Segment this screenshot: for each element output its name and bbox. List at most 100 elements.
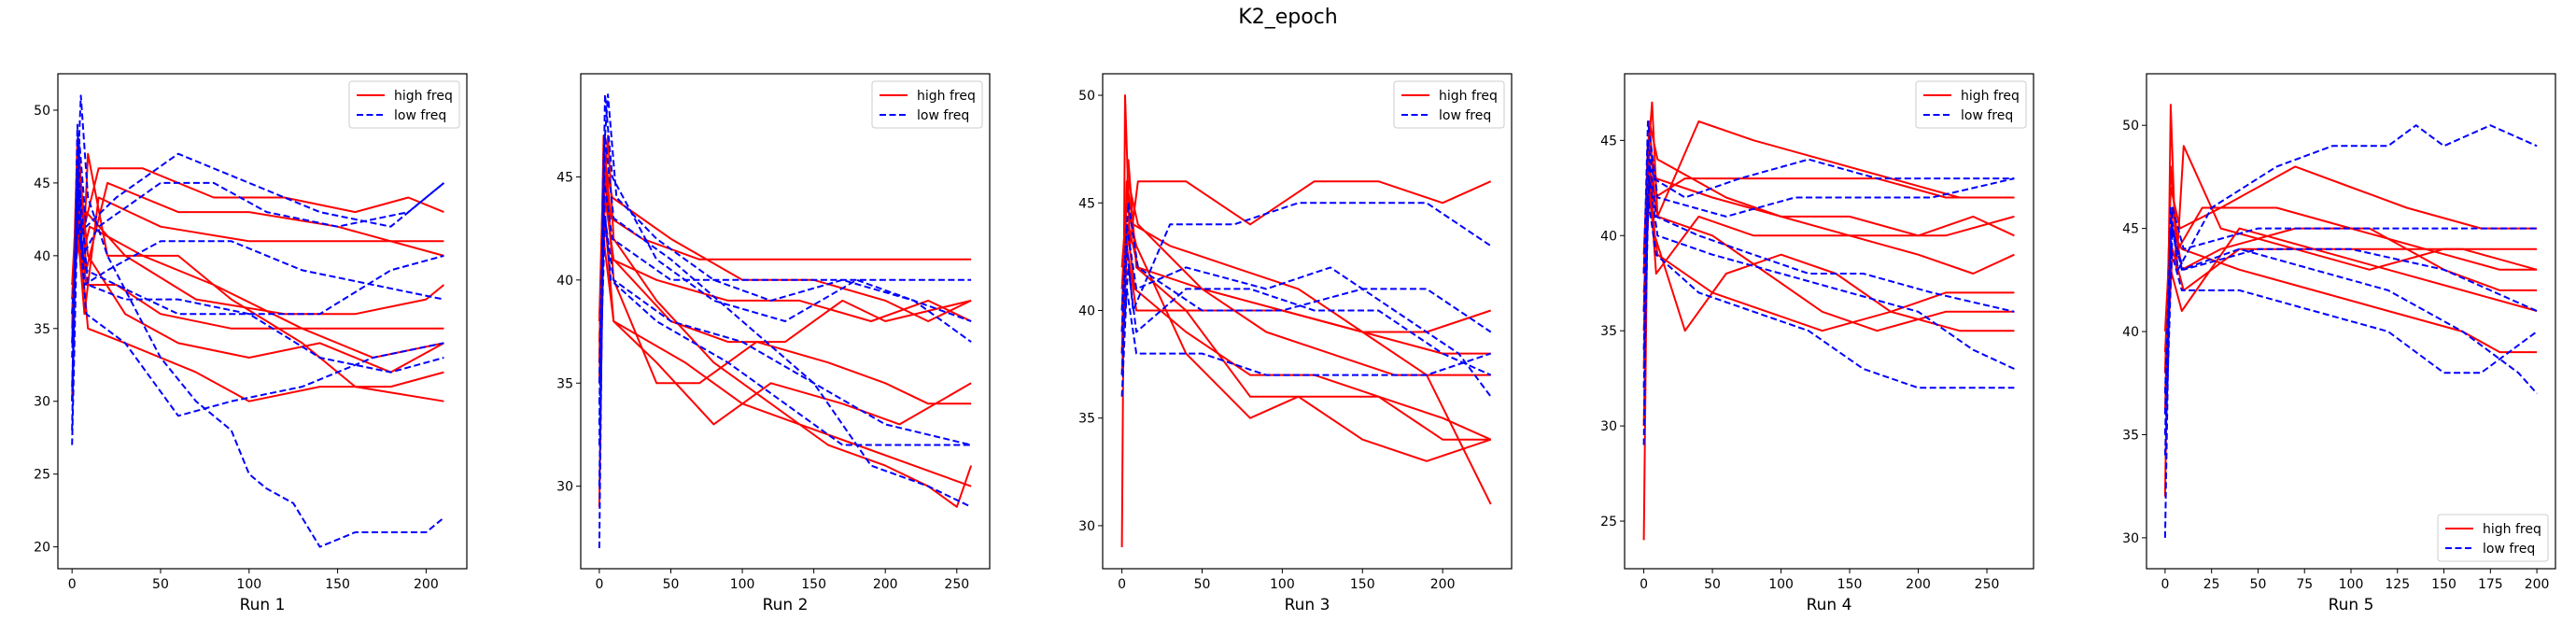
high-freq-line-7 bbox=[2163, 227, 2538, 374]
low-freq-line-11 bbox=[2163, 206, 2538, 415]
legend: high freq low freq bbox=[1393, 80, 1505, 129]
high-freq-legend-label: high freq bbox=[917, 89, 976, 104]
high-freq-line-4 bbox=[598, 134, 972, 405]
high-freq-line-2 bbox=[1120, 180, 1492, 505]
high-freq-line-5 bbox=[71, 152, 444, 286]
x-tick-label: 75 bbox=[2296, 577, 2313, 592]
low-freq-line-11 bbox=[1120, 223, 1492, 398]
x-tick-label: 0 bbox=[2161, 577, 2169, 592]
high-freq-line-5 bbox=[1120, 202, 1492, 462]
axes-frame bbox=[57, 73, 468, 570]
low-freq-line-11 bbox=[598, 196, 972, 446]
series-group bbox=[598, 93, 973, 548]
low-freq-line-13 bbox=[1642, 120, 2015, 275]
high-freq-line-3 bbox=[2163, 165, 2538, 374]
low-freq-line-12 bbox=[598, 134, 972, 508]
y-tick-label: 30 bbox=[1600, 419, 1617, 434]
y-tick-label: 30 bbox=[556, 480, 573, 495]
x-tick-label: 200 bbox=[873, 577, 898, 592]
subplot-4: 0 50 100 150 200 250 25 30 35 40 45 Run 4 high freq l… bbox=[1600, 73, 2034, 614]
low-freq-line-11 bbox=[71, 123, 445, 430]
low-freq-line-9 bbox=[598, 93, 972, 548]
high-freq-line-2 bbox=[71, 181, 444, 359]
axes-frame bbox=[580, 73, 991, 570]
x-tick-label: 0 bbox=[68, 577, 77, 592]
low-freq-line-10 bbox=[1642, 158, 2015, 388]
subplot-3: 0 50 100 150 200 30 35 40 45 50 Run 3 high freq low … bbox=[1078, 73, 1513, 614]
y-tick-label: 35 bbox=[2122, 428, 2139, 443]
series-group bbox=[1642, 101, 2015, 541]
legend: high freq low freq bbox=[2437, 514, 2549, 562]
x-tick-label: 25 bbox=[2203, 577, 2220, 592]
x-tick-label: 150 bbox=[1837, 577, 1863, 592]
low-freq-line-13 bbox=[598, 176, 972, 384]
y-tick-label: 40 bbox=[556, 274, 573, 289]
low-freq-line-12 bbox=[71, 167, 444, 359]
low-freq-line-13 bbox=[71, 138, 445, 445]
x-tick-label: 100 bbox=[730, 577, 755, 592]
x-tick-label: 100 bbox=[236, 577, 261, 592]
high-freq-line-7 bbox=[71, 167, 444, 374]
x-tick-label: 50 bbox=[663, 577, 680, 592]
axes-frame bbox=[2146, 73, 2556, 570]
low-freq-line-14 bbox=[598, 217, 972, 446]
subplot-5: 0 25 50 75 100 125 150 175 200 30 35 40 45 50 Run 5 hig… bbox=[2122, 73, 2556, 614]
high-freq-line-4 bbox=[1120, 159, 1492, 441]
high-freq-legend-label: high freq bbox=[394, 89, 453, 104]
high-freq-line-4 bbox=[71, 196, 444, 316]
legend: high freq low freq bbox=[348, 80, 460, 129]
high-freq-line-6 bbox=[2163, 247, 2538, 394]
series-group bbox=[1120, 94, 1492, 548]
y-tick-label: 45 bbox=[1078, 196, 1095, 211]
x-tick-label: 150 bbox=[801, 577, 826, 592]
y-tick-label: 30 bbox=[34, 395, 50, 410]
high-freq-line-3 bbox=[1120, 223, 1491, 441]
x-tick-label: 100 bbox=[1768, 577, 1794, 592]
y-tick-label: 45 bbox=[34, 176, 50, 191]
low-freq-line-8 bbox=[2163, 124, 2538, 538]
x-axis-label: Run 2 bbox=[763, 596, 809, 614]
low-freq-legend-label: low freq bbox=[2483, 542, 2535, 557]
x-tick-label: 150 bbox=[325, 577, 350, 592]
x-axis-label: Run 1 bbox=[240, 596, 286, 614]
y-tick-label: 30 bbox=[2122, 531, 2139, 546]
y-tick-label: 50 bbox=[1078, 89, 1095, 104]
axes-frame bbox=[1624, 73, 2034, 570]
y-tick-label: 35 bbox=[1600, 324, 1617, 339]
x-tick-label: 150 bbox=[2431, 577, 2456, 592]
low-freq-line-12 bbox=[1120, 202, 1492, 333]
high-freq-legend-label: high freq bbox=[1439, 89, 1498, 104]
subplot-1: 0 50 100 150 200 20 25 30 35 40 45 50 Run 1 high freq… bbox=[34, 73, 468, 614]
y-tick-label: 45 bbox=[556, 170, 573, 185]
x-tick-label: 100 bbox=[2339, 577, 2364, 592]
x-tick-label: 0 bbox=[595, 577, 603, 592]
low-freq-line-10 bbox=[2163, 247, 2538, 435]
y-tick-label: 45 bbox=[1600, 134, 1617, 148]
low-freq-line-10 bbox=[1120, 266, 1492, 376]
high-freq-line-1 bbox=[598, 134, 973, 508]
y-tick-label: 30 bbox=[1078, 519, 1095, 534]
y-tick-label: 35 bbox=[556, 376, 573, 391]
low-freq-line-11 bbox=[1642, 196, 2015, 389]
x-tick-label: 200 bbox=[2525, 577, 2550, 592]
y-tick-label: 50 bbox=[34, 104, 50, 119]
high-freq-line-8 bbox=[71, 211, 444, 402]
x-tick-label: 200 bbox=[1906, 577, 1931, 592]
low-freq-line-14 bbox=[71, 196, 444, 417]
legend: high freq low freq bbox=[871, 80, 983, 129]
low-freq-line-10 bbox=[71, 94, 445, 548]
y-tick-label: 35 bbox=[1078, 412, 1095, 427]
legend-box bbox=[1915, 80, 2027, 129]
y-tick-label: 40 bbox=[34, 249, 50, 264]
high-freq-line-7 bbox=[598, 196, 972, 344]
low-freq-line-12 bbox=[2163, 227, 2538, 394]
x-tick-label: 250 bbox=[1975, 577, 2000, 592]
x-tick-label: 50 bbox=[1194, 577, 1211, 592]
high-freq-line-5 bbox=[1642, 158, 2015, 332]
low-freq-legend-label: low freq bbox=[1439, 108, 1491, 123]
x-tick-label: 50 bbox=[1704, 577, 1721, 592]
legend-box bbox=[348, 80, 460, 129]
high-freq-line-4 bbox=[1642, 177, 2015, 332]
high-freq-legend-label: high freq bbox=[1961, 89, 2020, 104]
